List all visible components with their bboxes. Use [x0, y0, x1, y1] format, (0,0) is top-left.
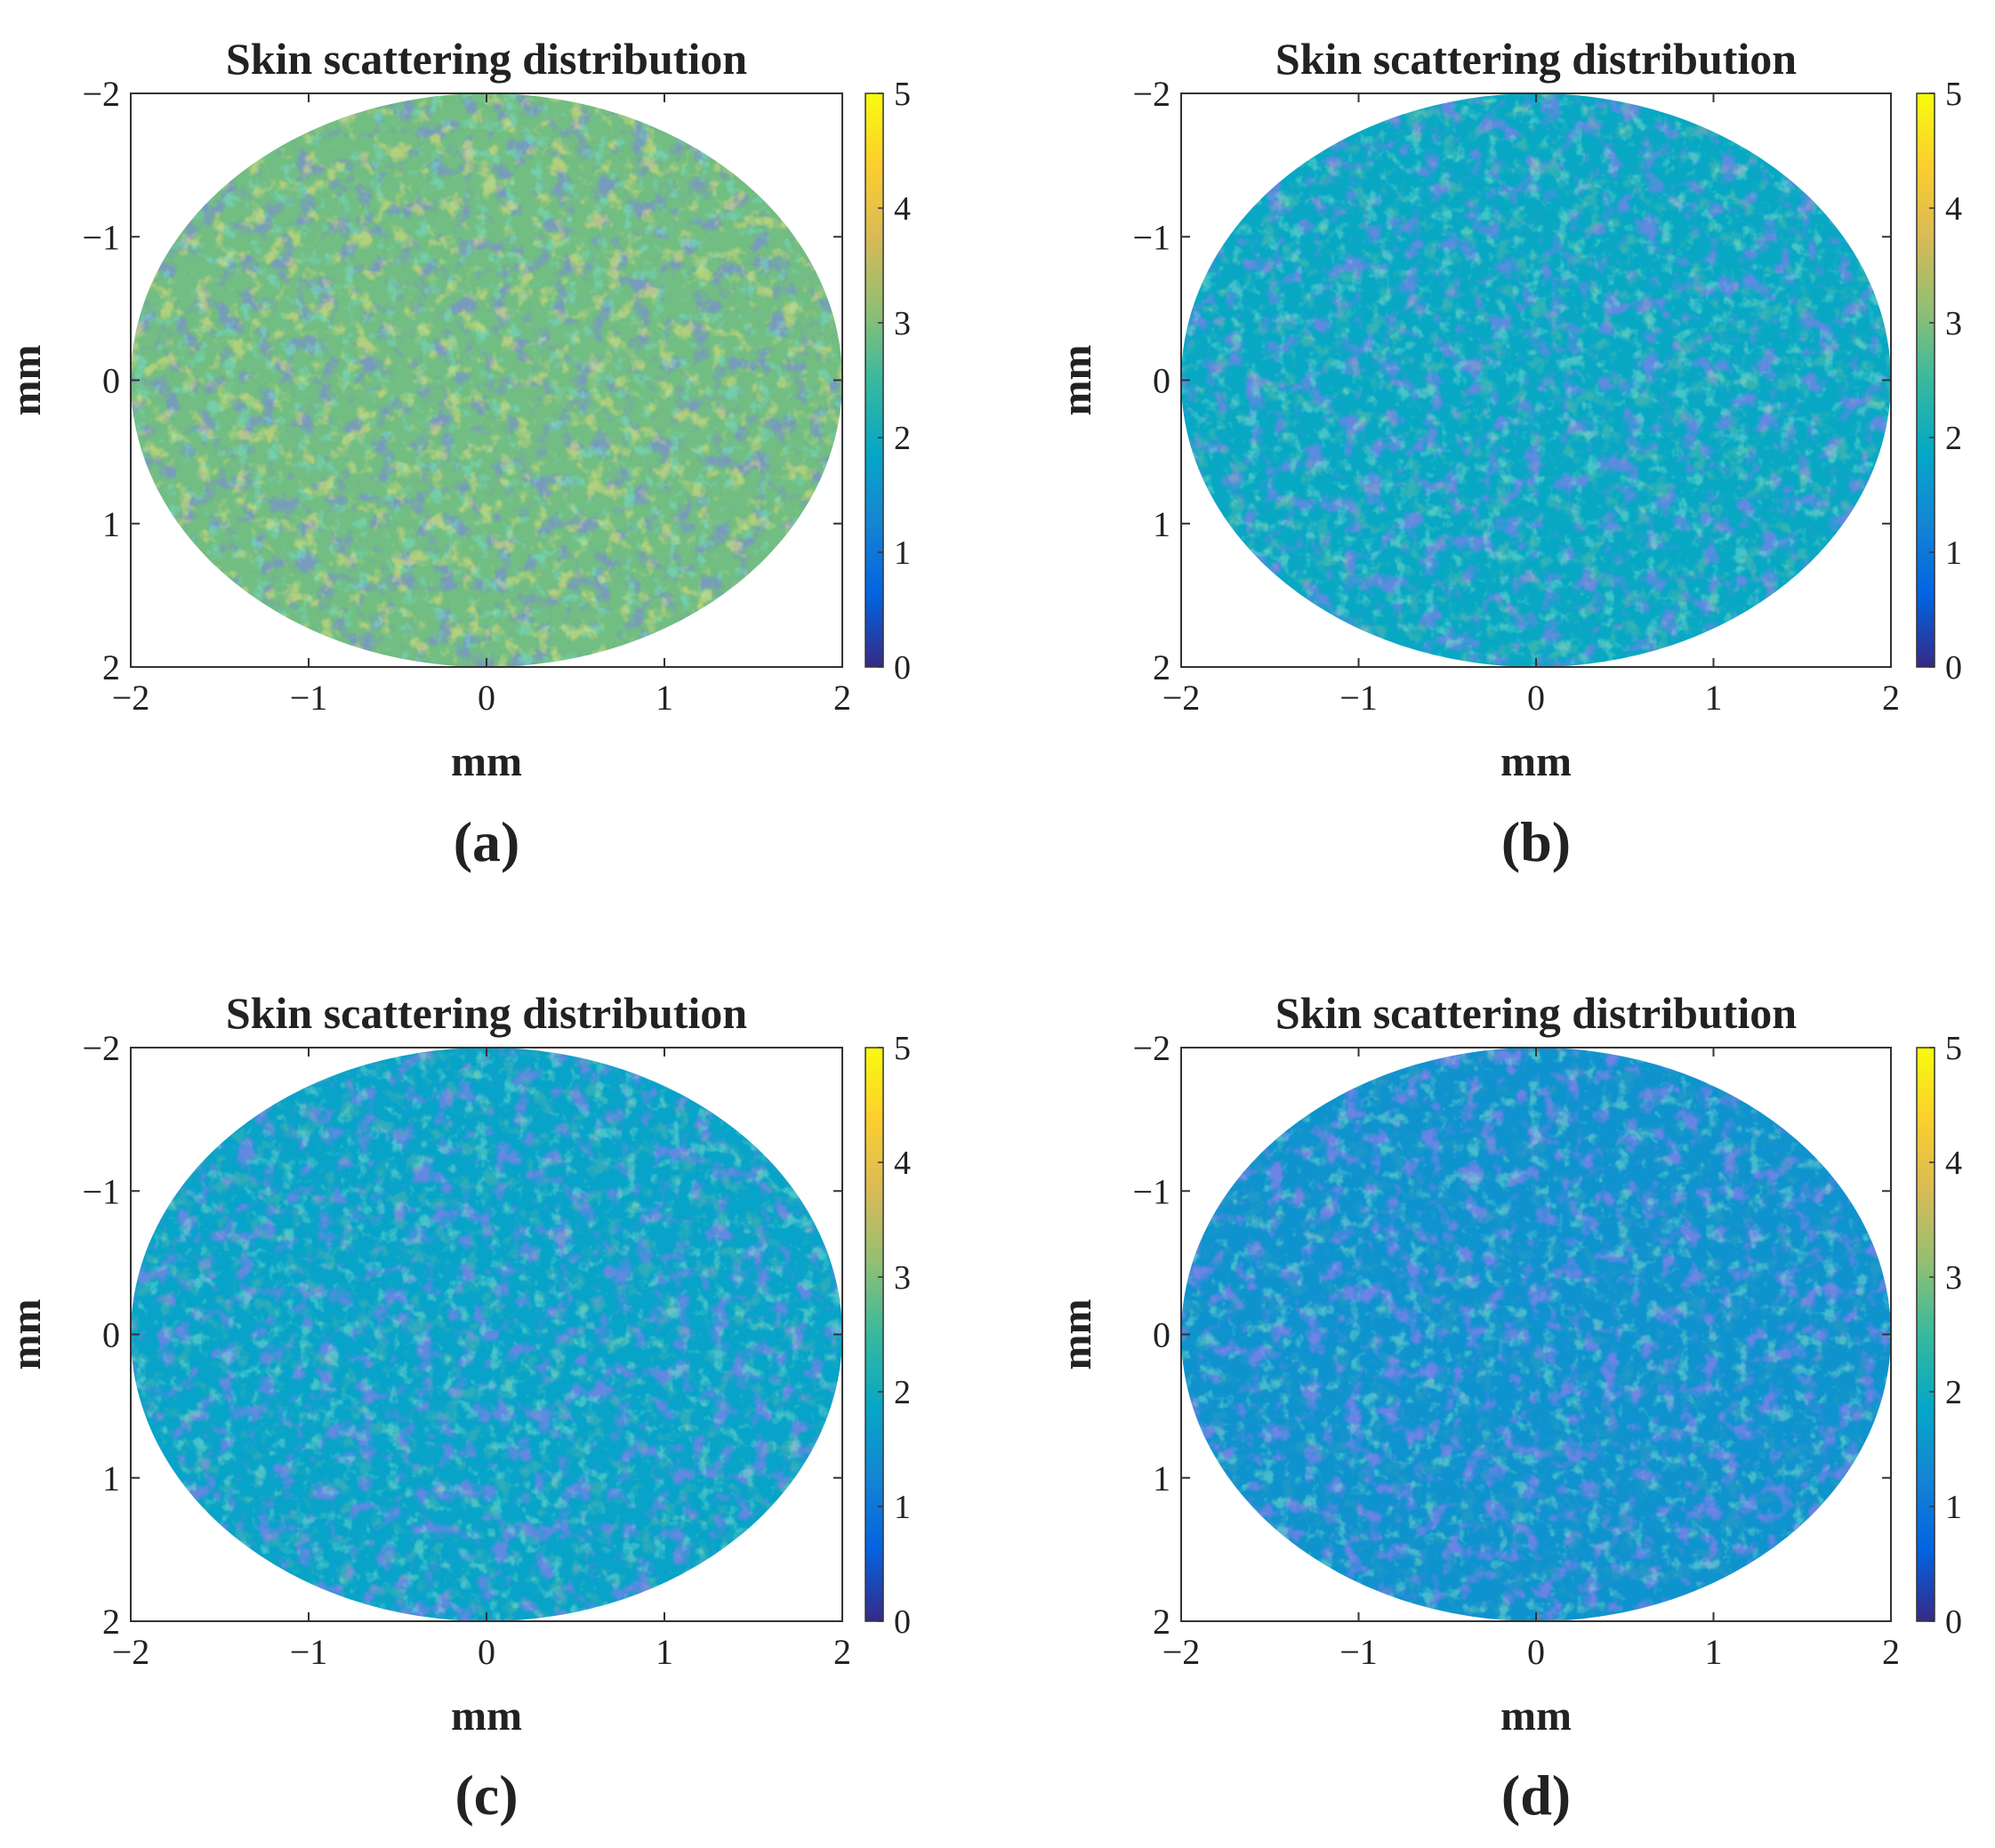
colorbar — [1916, 92, 1935, 668]
colorbar-tick-label: 4 — [1945, 1145, 1962, 1182]
colorbar-tick-label: 3 — [1945, 1259, 1962, 1297]
heatmap-panel-b: Skin scattering distribution−2 −1 0 1 2−2−10… — [1053, 34, 1962, 873]
colorbar-tick-label: 3 — [894, 1259, 911, 1297]
y-tick-label: 0 — [1153, 1315, 1170, 1355]
x-tick-label: 1 — [1705, 678, 1723, 718]
colorbar-tick-label: 4 — [1945, 190, 1962, 228]
colorbar-tick-label: 4 — [894, 190, 911, 228]
x-tick-label: −1 — [290, 1632, 328, 1672]
colorbar-tick-label: 1 — [894, 534, 911, 572]
y-tick-label: −2 — [1132, 1028, 1170, 1068]
x-tick-label: 1 — [656, 1632, 673, 1672]
colorbar-tick-label: 2 — [894, 1374, 911, 1411]
high-scatter-patches — [1181, 93, 1891, 667]
scattering-field — [131, 1048, 842, 1621]
colorbar — [865, 92, 884, 668]
colorbar-tick-label: 5 — [1945, 76, 1962, 113]
y-tick-label: 2 — [1153, 647, 1170, 687]
y-axis-label: mm — [1053, 1299, 1100, 1370]
y-tick-label: 0 — [102, 1315, 120, 1355]
x-tick-label: 0 — [478, 678, 495, 718]
colorbar-tick-label: 3 — [1945, 305, 1962, 342]
colorbar — [865, 1047, 884, 1622]
y-tick-label: 1 — [102, 504, 120, 544]
y-axis-label: mm — [1053, 345, 1100, 416]
y-tick-label: −1 — [82, 1171, 120, 1211]
scattering-field — [131, 93, 842, 667]
x-tick-label: 0 — [1527, 678, 1545, 718]
scattering-field — [1181, 1048, 1891, 1621]
x-tick-label: 2 — [833, 1632, 851, 1672]
x-tick-label: −1 — [1339, 1632, 1378, 1672]
colorbar-tick-label: 2 — [1945, 1374, 1962, 1411]
x-tick-label: −2 — [1162, 678, 1201, 718]
colorbar-tick-label: 2 — [894, 420, 911, 457]
y-axis-label: mm — [3, 1299, 50, 1370]
y-tick-label: −2 — [1132, 74, 1170, 114]
x-tick-label: 2 — [1882, 678, 1900, 718]
y-tick-label: −1 — [1132, 217, 1170, 257]
x-tick-label: 2 — [833, 678, 851, 718]
chart-title: Skin scattering distribution — [1275, 988, 1797, 1038]
x-tick-label: −1 — [1339, 678, 1378, 718]
y-tick-label: −2 — [82, 1028, 120, 1068]
y-tick-label: −1 — [1132, 1171, 1170, 1211]
panel-label: (a) — [454, 810, 520, 873]
x-axis-label: mm — [451, 738, 522, 785]
heatmap-panel-a: Skin scattering distribution−2 −1 0 1 2−2−10… — [3, 34, 911, 873]
y-tick-label: −1 — [82, 217, 120, 257]
colorbar-tick-label: 1 — [1945, 534, 1962, 572]
scattering-field — [1181, 93, 1891, 667]
y-tick-label: 1 — [1153, 504, 1170, 544]
colorbar-tick-label: 0 — [1945, 649, 1962, 687]
chart-title: Skin scattering distribution — [226, 988, 747, 1038]
y-tick-label: 0 — [102, 361, 120, 401]
x-tick-label: 0 — [478, 1632, 495, 1672]
high-scatter-patches — [131, 93, 842, 667]
chart-title: Skin scattering distribution — [226, 34, 747, 84]
x-axis-label: mm — [1500, 1692, 1572, 1740]
x-axis-label: mm — [451, 1692, 522, 1740]
y-tick-label: 1 — [102, 1458, 120, 1498]
colorbar — [1916, 1047, 1935, 1622]
colorbar-tick-label: 5 — [894, 76, 911, 113]
panel-label: (d) — [1501, 1764, 1571, 1827]
y-tick-label: −2 — [82, 74, 120, 114]
y-tick-label: 0 — [1153, 361, 1170, 401]
heatmap-panel-c: Skin scattering distribution−2 −1 0 1 2−2−10… — [3, 988, 911, 1827]
colorbar-tick-label: 1 — [1945, 1489, 1962, 1526]
colorbar-tick-label: 2 — [1945, 420, 1962, 457]
colorbar-tick-label: 5 — [894, 1030, 911, 1067]
x-tick-label: −2 — [112, 678, 150, 718]
x-tick-label: −2 — [112, 1632, 150, 1672]
y-tick-label: 1 — [1153, 1458, 1170, 1498]
x-axis-label: mm — [1500, 738, 1572, 785]
high-scatter-patches — [131, 1048, 842, 1621]
x-tick-label: −2 — [1162, 1632, 1201, 1672]
chart-title: Skin scattering distribution — [1275, 34, 1797, 84]
heatmap-panel-d: Skin scattering distribution−2 −1 0 1 2−2−10… — [1053, 988, 1962, 1827]
colorbar-tick-label: 5 — [1945, 1030, 1962, 1067]
colorbar-tick-label: 0 — [894, 1603, 911, 1641]
colorbar-tick-label: 1 — [894, 1489, 911, 1526]
colorbar-tick-label: 0 — [894, 649, 911, 687]
y-tick-label: 2 — [102, 1602, 120, 1642]
y-tick-label: 2 — [1153, 1602, 1170, 1642]
y-axis-label: mm — [3, 345, 50, 416]
x-tick-label: 1 — [1705, 1632, 1723, 1672]
colorbar-tick-label: 3 — [894, 305, 911, 342]
x-tick-label: 2 — [1882, 1632, 1900, 1672]
panel-label: (c) — [455, 1764, 518, 1827]
colorbar-tick-label: 0 — [1945, 1603, 1962, 1641]
x-tick-label: 1 — [656, 678, 673, 718]
y-tick-label: 2 — [102, 647, 120, 687]
high-scatter-patches — [1181, 1048, 1891, 1621]
x-tick-label: −1 — [290, 678, 328, 718]
x-tick-label: 0 — [1527, 1632, 1545, 1672]
panel-label: (b) — [1501, 810, 1571, 873]
colorbar-tick-label: 4 — [894, 1145, 911, 1182]
